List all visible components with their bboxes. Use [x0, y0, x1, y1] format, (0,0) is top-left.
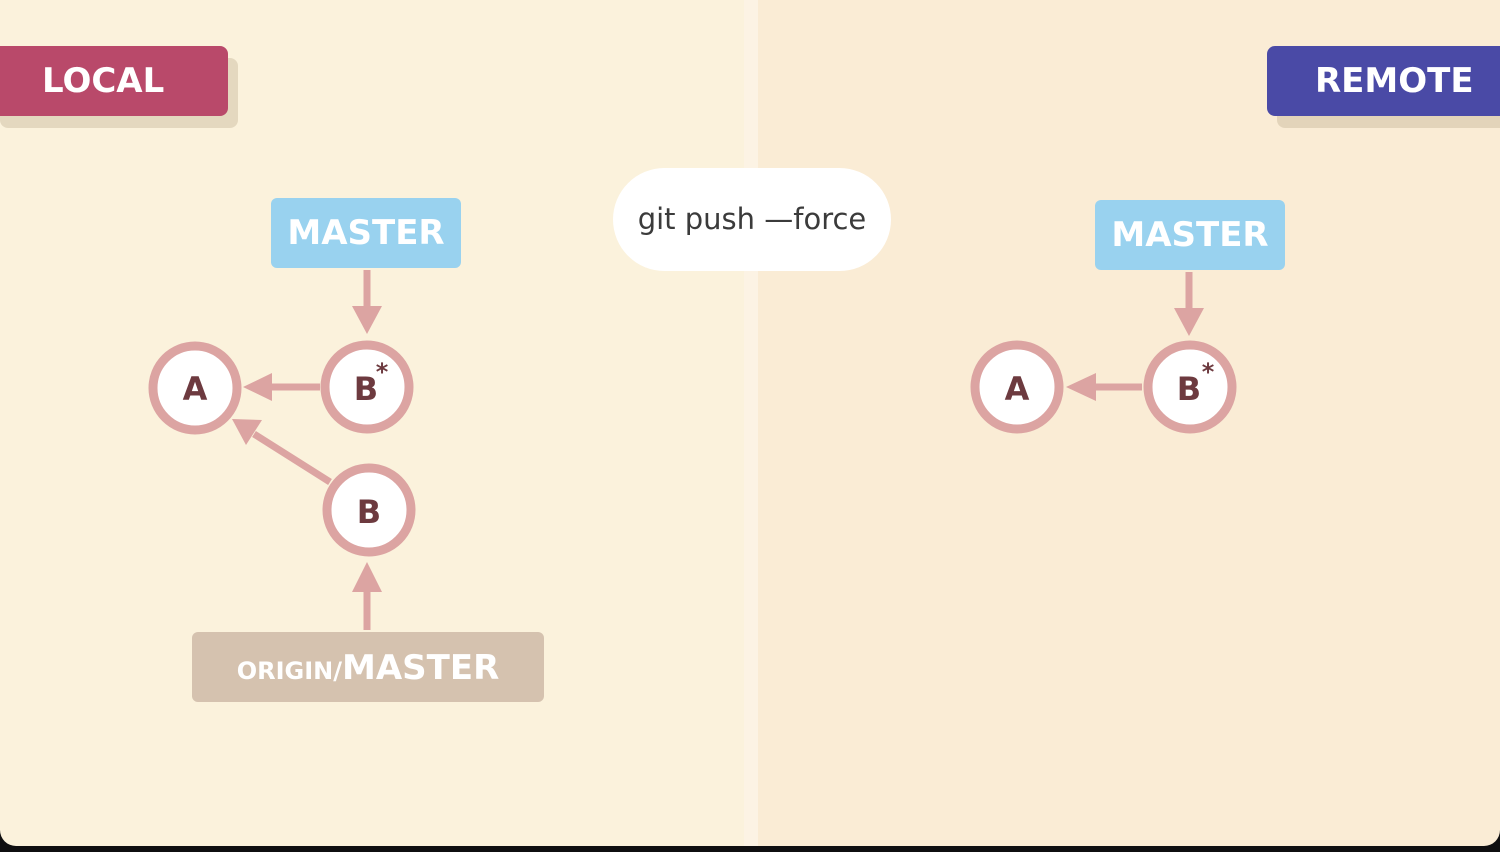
origin-master-label: ORIGIN/MASTER — [192, 632, 544, 702]
origin-suffix: MASTER — [342, 648, 500, 688]
arrowhead-local-master — [352, 306, 382, 334]
origin-prefix: ORIGIN/ — [236, 657, 343, 685]
commit-remote-a — [970, 340, 1064, 434]
commit-local-bstar-label: B — [354, 370, 378, 408]
remote-panel — [758, 0, 1500, 846]
commit-local-a-label: A — [183, 370, 208, 408]
commit-local-b-label: B — [357, 493, 381, 531]
commit-local-b — [322, 463, 416, 557]
commit-remote-a-label: A — [1005, 370, 1030, 408]
commit-remote-bstar-asterisk: * — [1202, 358, 1215, 386]
commit-remote-bstar-label: B — [1177, 370, 1201, 408]
arrowhead-local-b-diagonal — [232, 419, 262, 445]
local-tag-label: LOCAL — [42, 61, 165, 101]
arrowhead-local-bstar — [243, 373, 272, 401]
remote-master-label: MASTER — [1095, 200, 1285, 270]
arrow-local-b-to-a — [252, 431, 332, 485]
arrowhead-remote-master — [1174, 308, 1204, 336]
arrowhead-remote-bstar — [1066, 373, 1096, 401]
commit-local-a — [148, 341, 242, 435]
commit-local-bstar — [320, 340, 414, 434]
command-bubble: git push —force — [613, 168, 891, 271]
commit-local-bstar-asterisk: * — [376, 358, 389, 386]
remote-tag: REMOTE — [1267, 46, 1500, 116]
local-master-label: MASTER — [271, 198, 461, 268]
local-tag: LOCAL — [0, 46, 228, 116]
remote-tag-label: REMOTE — [1315, 61, 1474, 101]
arrowhead-local-origin — [352, 562, 382, 592]
commit-remote-bstar — [1143, 340, 1237, 434]
